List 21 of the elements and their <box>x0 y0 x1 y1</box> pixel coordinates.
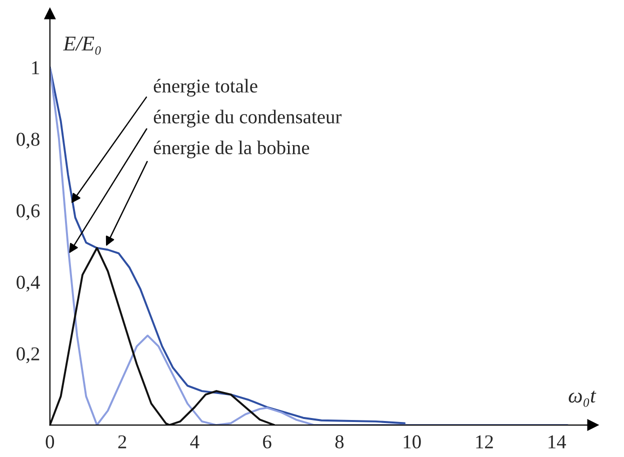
y-tick-label: 0,2 <box>16 347 40 364</box>
x-tick-label: 14 <box>548 435 566 448</box>
x-tick-label: 10 <box>404 435 421 448</box>
x-tick-label: 8 <box>335 435 344 448</box>
x-tick-label: 6 <box>263 435 272 448</box>
annotation: énergie totale <box>154 78 258 97</box>
y-tick-label: 1 <box>32 61 40 74</box>
line-series <box>50 66 406 424</box>
y-tick-label: 0,4 <box>16 276 40 292</box>
y-axis-title: E/E₀ <box>63 36 101 55</box>
annotation: énergie de la bobine <box>154 140 310 158</box>
x-axis-title: ω₀t <box>568 390 596 407</box>
y-tick-label: 0,8 <box>16 132 40 149</box>
y-tick-label: 0,6 <box>16 204 40 220</box>
x-tick-label: 2 <box>118 435 126 448</box>
x-tick-label: 12 <box>476 435 493 448</box>
x-tick-label: 4 <box>190 435 200 448</box>
annotation: énergie du condensateur <box>154 110 342 128</box>
x-tick-label: 0 <box>46 435 54 448</box>
line-series <box>50 246 276 426</box>
line-series <box>50 66 568 426</box>
